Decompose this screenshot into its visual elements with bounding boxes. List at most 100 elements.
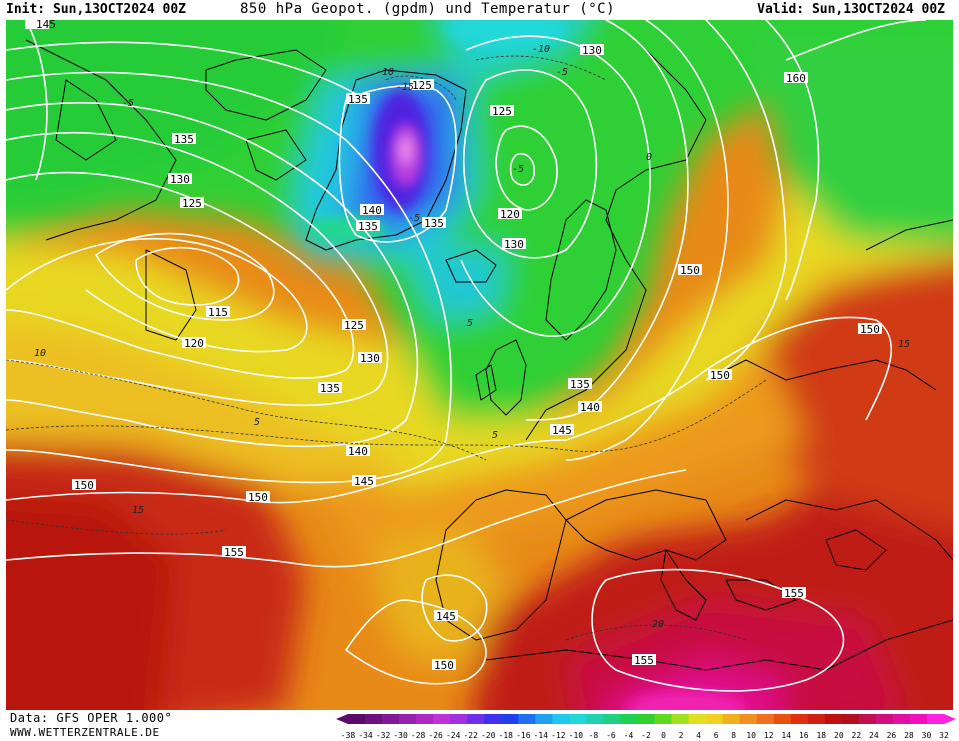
- geo-label-text: 130: [170, 173, 190, 186]
- legend-tick-label: -10: [569, 731, 584, 740]
- geo-label: 155: [222, 546, 246, 559]
- geo-label: 125: [410, 79, 434, 92]
- legend-swatch: [450, 714, 468, 724]
- legend-tick-label: -18: [499, 731, 514, 740]
- geo-label: 130: [502, 238, 526, 251]
- geo-label-text: 125: [492, 105, 512, 118]
- legend-swatch: [484, 714, 502, 724]
- geo-label-text: 135: [348, 93, 368, 106]
- legend-swatch: [586, 714, 604, 724]
- geo-label: 135: [318, 382, 342, 395]
- geo-label-text: 115: [208, 306, 228, 319]
- legend-tick-label: -34: [358, 731, 373, 740]
- legend-tick-label: 8: [731, 731, 736, 740]
- geo-label-text: 135: [320, 382, 340, 395]
- legend-tick-label: -14: [534, 731, 549, 740]
- geo-label-text: 145: [436, 610, 456, 623]
- geo-label: 120: [498, 208, 522, 221]
- legend-tick-label: 4: [696, 731, 701, 740]
- geopotential-isolines: [6, 20, 927, 692]
- legend-swatch: [671, 714, 690, 724]
- legend-swatch: [909, 714, 928, 724]
- geo-label-text: 155: [224, 546, 244, 559]
- legend-tick-label: -16: [516, 731, 531, 740]
- geo-label-text: 150: [74, 479, 94, 492]
- legend-swatch: [535, 714, 553, 724]
- geo-label-text: 155: [784, 587, 804, 600]
- geo-label: 150: [246, 491, 270, 504]
- legend-tick-label: 0: [661, 731, 666, 740]
- color-legend: -38 -34 -32 -30 -28 -26 -24 -22 -20 -18 -16 -14 -12-…: [336, 714, 956, 740]
- temp-label: 5: [492, 430, 498, 441]
- geo-label-text: 160: [786, 72, 806, 85]
- legend-tick-label: 18: [816, 731, 826, 740]
- legend-swatch: [501, 714, 519, 724]
- geo-label-text: 145: [36, 20, 56, 31]
- legend-tick-label: 10: [746, 731, 756, 740]
- legend-swatch: [722, 714, 741, 724]
- footer: Data: GFS OPER 1.000° WWW.WETTERZENTRALE…: [0, 710, 959, 741]
- geo-label: 125: [490, 105, 514, 118]
- legend-tick-label: -22: [463, 731, 478, 740]
- legend-swatch: [841, 714, 860, 724]
- legend-tick-label: -32: [376, 731, 391, 740]
- legend-swatch: [705, 714, 724, 724]
- legend-tick-label: -20: [481, 731, 496, 740]
- geo-label-text: 150: [710, 369, 730, 382]
- geo-label: 130: [168, 173, 192, 186]
- temp-label: 10: [34, 348, 46, 359]
- geo-label: 140: [578, 401, 602, 414]
- temp-label: 5: [254, 417, 260, 428]
- legend-swatch: [620, 714, 638, 724]
- geo-label-text: 145: [354, 475, 374, 488]
- temperature-labels: -10 -15 -10 -5 -5 -5 0 5 5 5 10 15 15 20…: [34, 44, 910, 630]
- geo-label: 150: [708, 369, 732, 382]
- geo-label-text: 130: [504, 238, 524, 251]
- temp-label: -5: [122, 98, 134, 109]
- temp-label: 15: [132, 505, 144, 516]
- legend-swatch: [926, 714, 945, 724]
- legend-swatch: [348, 714, 366, 724]
- legend-swatch: [773, 714, 792, 724]
- legend-tick-label: -38: [341, 731, 356, 740]
- geo-label: 125: [180, 197, 204, 210]
- geo-label: 160: [784, 72, 808, 85]
- legend-tick-label: 6: [714, 731, 719, 740]
- geo-label: 145: [352, 475, 376, 488]
- legend-tick-label: 24: [869, 731, 879, 740]
- valid-time: Valid: Sun,13OCT2024 00Z: [757, 2, 945, 17]
- legend-swatch: [875, 714, 894, 724]
- geo-label: 150: [678, 264, 702, 277]
- temp-label: 15: [898, 339, 910, 350]
- title-bar: Init: Sun,13OCT2024 00Z 850 hPa Geopot. …: [0, 0, 959, 20]
- legend-swatch: [824, 714, 843, 724]
- legend-swatch: [382, 714, 400, 724]
- geo-label: 135: [172, 133, 196, 146]
- legend-tick-label: 16: [799, 731, 809, 740]
- geo-label-text: 155: [634, 654, 654, 667]
- geo-label-text: 150: [434, 659, 454, 672]
- legend-tick-label: 26: [887, 731, 897, 740]
- temp-label: -5: [408, 213, 420, 224]
- temp-label: 5: [467, 318, 473, 329]
- geo-label: 145: [25, 20, 56, 31]
- geo-label-text: 145: [552, 424, 572, 437]
- legend-swatch: [892, 714, 911, 724]
- geo-label: 145: [550, 424, 574, 437]
- geo-label-text: 150: [860, 323, 880, 336]
- legend-tick-label: -12: [551, 731, 566, 740]
- legend-swatch: [654, 714, 673, 724]
- legend-tick-label: -8: [589, 731, 599, 740]
- init-time: Init: Sun,13OCT2024 00Z: [6, 2, 187, 17]
- legend-tick-label: 12: [764, 731, 774, 740]
- legend-arrow-right: [944, 714, 956, 724]
- legend-tick-label: -2: [641, 731, 651, 740]
- legend-tick-label: -30: [393, 731, 408, 740]
- geo-label-text: 150: [680, 264, 700, 277]
- legend-tick-label: 14: [781, 731, 791, 740]
- geo-label-text: 135: [174, 133, 194, 146]
- temp-label: -5: [556, 67, 568, 78]
- legend-swatch: [637, 714, 656, 724]
- geo-label-text: 125: [182, 197, 202, 210]
- data-source: Data: GFS OPER 1.000°: [10, 711, 173, 725]
